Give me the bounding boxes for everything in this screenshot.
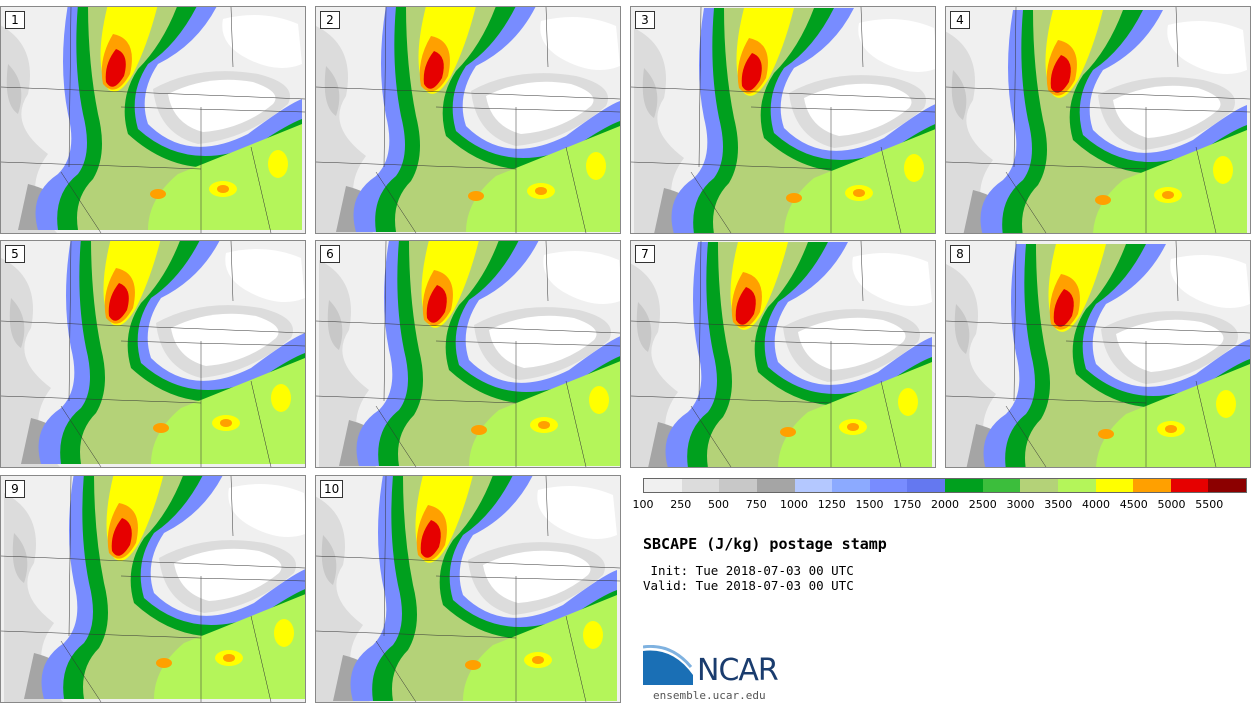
colorbar-swatch — [869, 479, 908, 492]
colorbar-swatch — [907, 479, 945, 492]
colorbar-tick-label: 750 — [745, 498, 767, 511]
panel-number-label: 4 — [950, 11, 970, 29]
sbcape-map — [1, 7, 305, 233]
sbcape-map — [316, 7, 620, 233]
colorbar-swatch — [1133, 479, 1171, 492]
postage-stamp-panel[interactable]: 10 — [315, 475, 621, 703]
colorbar-tick-label: 1250 — [817, 498, 846, 511]
colorbar-swatch — [644, 479, 682, 492]
panel-number-label: 7 — [635, 245, 655, 263]
colorbar-tick-label: 250 — [670, 498, 692, 511]
plot-title: SBCAPE (J/kg) postage stamp — [643, 535, 887, 553]
postage-stamp-panel[interactable]: 2 — [315, 6, 621, 234]
postage-stamp-panel[interactable]: 7 — [630, 240, 936, 468]
sbcape-map — [1, 241, 305, 467]
panel-number-label: 8 — [950, 245, 970, 263]
sbcape-map — [316, 241, 620, 467]
sbcape-map — [946, 241, 1250, 467]
init-time: Init: Tue 2018-07-03 00 UTC — [643, 563, 854, 578]
postage-stamp-panel[interactable]: 4 — [945, 6, 1251, 234]
colorbar-tick-label: 1500 — [855, 498, 884, 511]
sbcape-map — [946, 7, 1250, 233]
sbcape-map — [1, 476, 305, 702]
panel-number-label: 1 — [5, 11, 25, 29]
colorbar-tick-label: 500 — [708, 498, 729, 511]
valid-time: Valid: Tue 2018-07-03 00 UTC — [643, 578, 854, 593]
colorbar-swatch — [1208, 479, 1246, 492]
panel-number-label: 9 — [5, 480, 25, 498]
colorbar-swatch — [1170, 479, 1209, 492]
colorbar-swatch — [794, 479, 833, 492]
postage-stamp-panel[interactable]: 6 — [315, 240, 621, 468]
colorbar-tick-label: 1000 — [780, 498, 808, 511]
colorbar-tick-label: 3500 — [1044, 498, 1073, 511]
panel-number-label: 2 — [320, 11, 340, 29]
colorbar-swatch — [681, 479, 720, 492]
colorbar-tick-label: 2500 — [968, 498, 997, 511]
postage-stamp-panel[interactable]: 9 — [0, 475, 306, 703]
postage-stamp-panel[interactable]: 1 — [0, 6, 306, 234]
site-url: ensemble.ucar.edu — [653, 689, 766, 702]
panel-number-label: 6 — [320, 245, 340, 263]
sbcape-map — [316, 476, 620, 702]
colorbar-swatch — [1020, 479, 1058, 492]
postage-stamp-panel[interactable]: 8 — [945, 240, 1251, 468]
colorbar-ticks: 100 250 500 750 1000 1250 1500 1750 2000 2500 3000… — [633, 498, 1247, 512]
colorbar-swatch — [1057, 479, 1096, 492]
colorbar-swatch — [945, 479, 983, 492]
panel-number-label: 10 — [320, 480, 344, 498]
colorbar-tick-label: 2000 — [931, 498, 959, 511]
ncar-wordmark: NCAR — [697, 653, 779, 688]
colorbar-swatch — [982, 479, 1021, 492]
colorbar-tick-label: 5000 — [1157, 498, 1186, 511]
colorbar-tick-label: 4000 — [1082, 498, 1110, 511]
colorbar-tick-label: 4500 — [1119, 498, 1148, 511]
colorbar-tick-label: 1750 — [893, 498, 922, 511]
colorbar — [643, 478, 1247, 493]
colorbar-swatch — [719, 479, 757, 492]
sbcape-map — [631, 241, 935, 467]
sbcape-map — [631, 7, 935, 233]
panel-number-label: 3 — [635, 11, 655, 29]
colorbar-swatch — [832, 479, 870, 492]
postage-stamp-panel[interactable]: 3 — [630, 6, 936, 234]
colorbar-tick-label: 3000 — [1006, 498, 1035, 511]
colorbar-swatch — [1095, 479, 1134, 492]
colorbar-swatch — [756, 479, 795, 492]
ncar-logo — [643, 645, 693, 685]
colorbar-tick-label: 5500 — [1195, 498, 1224, 511]
postage-stamp-panel[interactable]: 5 — [0, 240, 306, 468]
colorbar-tick-label: 100 — [632, 498, 654, 511]
panel-number-label: 5 — [5, 245, 25, 263]
